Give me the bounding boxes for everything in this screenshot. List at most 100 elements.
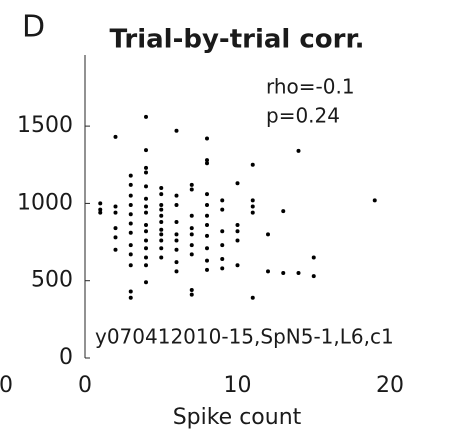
x-tick-label: 0 xyxy=(78,373,92,398)
point xyxy=(266,232,270,237)
point xyxy=(159,246,164,251)
point xyxy=(144,148,148,153)
x-tick-label: 20 xyxy=(376,373,404,398)
y-tick-label: 0 xyxy=(59,345,73,370)
point xyxy=(372,198,377,203)
point xyxy=(144,280,148,285)
annotation: y070412010-15,SpN5-1,L6,c1 xyxy=(95,325,394,349)
panel-label: D xyxy=(22,10,45,45)
point xyxy=(128,202,133,207)
point xyxy=(235,229,240,234)
point xyxy=(159,185,164,190)
point xyxy=(220,257,225,262)
point xyxy=(128,263,133,268)
point xyxy=(128,252,133,257)
point xyxy=(311,274,316,279)
annotation: rho=-0.1 xyxy=(266,75,355,99)
point xyxy=(220,198,225,203)
point xyxy=(159,227,164,232)
point xyxy=(128,230,133,235)
point xyxy=(205,192,209,197)
point xyxy=(144,170,148,175)
point xyxy=(159,255,164,260)
point xyxy=(205,202,209,207)
point xyxy=(128,182,133,187)
point xyxy=(174,238,179,243)
point xyxy=(189,292,194,297)
point xyxy=(128,212,133,217)
y-tick-label: 500 xyxy=(31,268,73,293)
point xyxy=(220,243,225,248)
point xyxy=(174,232,179,237)
point xyxy=(189,213,194,218)
point xyxy=(235,181,240,186)
point xyxy=(189,232,194,237)
point xyxy=(113,226,118,231)
point xyxy=(205,246,209,251)
chart-title: Trial-by-trial corr. xyxy=(110,25,365,55)
point xyxy=(128,193,133,198)
point xyxy=(296,148,301,153)
point xyxy=(235,263,240,268)
point xyxy=(250,162,255,167)
point xyxy=(113,247,118,252)
point xyxy=(98,207,103,212)
point xyxy=(189,187,194,192)
point xyxy=(144,165,148,170)
point xyxy=(159,219,164,224)
point xyxy=(220,266,225,271)
point xyxy=(250,295,255,300)
point xyxy=(144,255,148,260)
point xyxy=(144,204,148,209)
point xyxy=(235,223,240,228)
annotation: p=0.24 xyxy=(266,104,340,128)
point xyxy=(98,201,103,206)
point xyxy=(174,128,179,133)
point xyxy=(128,295,133,300)
point xyxy=(189,182,194,187)
point xyxy=(174,260,179,265)
point xyxy=(159,232,164,237)
point xyxy=(266,269,270,274)
y-tick-label: 1000 xyxy=(17,190,73,215)
point xyxy=(205,258,209,263)
point xyxy=(205,136,209,141)
point xyxy=(189,243,194,248)
point xyxy=(144,223,148,228)
point xyxy=(174,202,179,207)
point xyxy=(174,247,179,252)
point xyxy=(113,235,118,240)
point xyxy=(250,204,255,209)
point xyxy=(144,210,148,215)
point xyxy=(189,252,194,257)
point xyxy=(205,267,209,272)
point xyxy=(144,238,148,243)
point xyxy=(144,263,148,268)
point xyxy=(220,229,225,234)
point xyxy=(205,158,209,163)
point xyxy=(235,238,240,243)
point xyxy=(250,210,255,215)
point xyxy=(281,209,286,214)
point xyxy=(174,193,179,198)
x-axis-label: Spike count xyxy=(173,405,302,430)
point xyxy=(144,246,148,251)
point xyxy=(296,270,301,275)
point xyxy=(189,226,194,231)
point xyxy=(205,223,209,228)
point xyxy=(205,233,209,238)
point xyxy=(113,134,118,139)
point xyxy=(128,243,133,248)
y-tick-label: 1500 xyxy=(17,113,73,138)
point xyxy=(159,238,164,243)
point xyxy=(128,173,133,178)
point xyxy=(281,270,286,275)
point xyxy=(128,221,133,226)
point xyxy=(159,202,164,207)
point xyxy=(205,213,209,218)
x-tick-label: 10 xyxy=(224,373,252,398)
point xyxy=(113,204,118,209)
point xyxy=(144,229,148,234)
point xyxy=(189,287,194,292)
